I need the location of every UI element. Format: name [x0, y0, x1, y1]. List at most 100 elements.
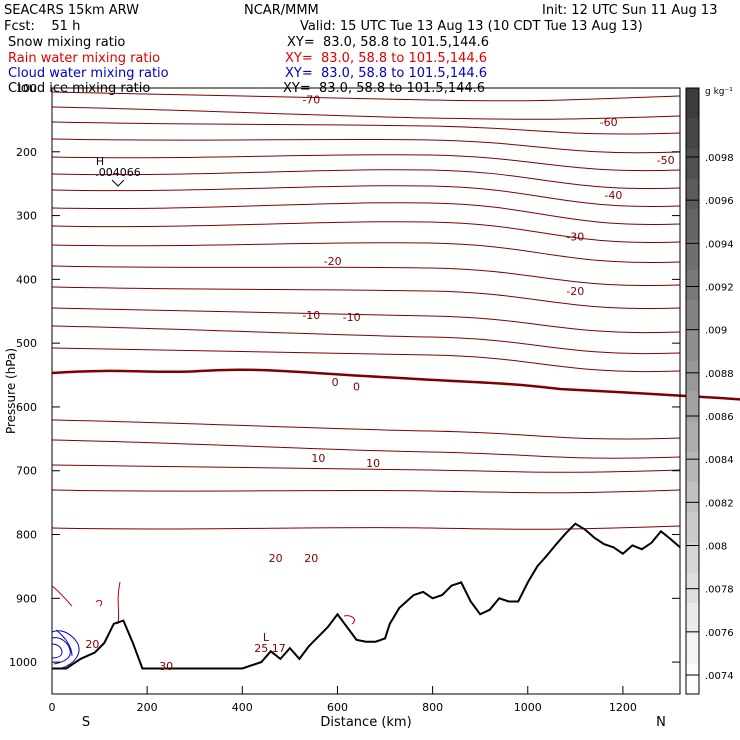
field-xy-snow: XY= 83.0, 58.8 to 101.5,144.6 — [287, 35, 490, 50]
colorbar-swatch — [686, 118, 699, 150]
isotherm-line — [51, 347, 681, 373]
colorbar: .0098 .0096 .0094 .0092 .009 .0088 .0086 .0084.… — [685, 87, 734, 695]
x-tick-label: 800 — [422, 701, 443, 714]
terrain-line — [52, 522, 681, 670]
isotherm-line — [51, 91, 681, 102]
contour-label: -10 — [302, 309, 320, 322]
y-tick-label: 300 — [16, 210, 37, 223]
y-tick-label: 600 — [16, 401, 37, 414]
x-tick-label: 1200 — [609, 701, 637, 714]
center-name: NCAR/MMM — [244, 3, 319, 18]
colorbar-swatch — [686, 88, 699, 119]
x-axis-end-label: N — [656, 715, 666, 730]
contour-label: -40 — [604, 189, 622, 202]
x-tick-label: 0 — [49, 701, 56, 714]
colorbar-swatch — [686, 330, 699, 362]
plot-frame — [51, 87, 681, 695]
colorbar-swatch — [686, 178, 699, 210]
isotherm-line — [51, 525, 681, 530]
min-marker-letter: L — [263, 631, 270, 644]
colorbar-label: .0086 — [705, 412, 734, 423]
temperature-contours — [51, 91, 681, 530]
isotherm-line — [51, 307, 681, 334]
colorbar-label: .0084 — [705, 455, 734, 466]
field-label-snow: Snow mixing ratio — [8, 35, 126, 50]
contour-label: -20 — [566, 285, 584, 298]
colorbar-label: .0078 — [705, 585, 734, 596]
isotherm-line — [51, 169, 681, 189]
colorbar-label: .0098 — [705, 153, 734, 164]
cloud-water-contours — [51, 629, 80, 669]
contour-label: -60 — [600, 116, 618, 129]
colorbar-swatch — [686, 603, 699, 634]
isotherm-line — [51, 464, 681, 473]
colorbar-swatch — [686, 421, 699, 453]
max-marker-letter: H — [96, 155, 104, 168]
x-tick-label: 1000 — [514, 701, 542, 714]
x-tick-label: 400 — [232, 701, 253, 714]
colorbar-swatch — [686, 148, 699, 180]
colorbar-swatch — [686, 209, 699, 240]
contour-label: -20 — [324, 255, 342, 268]
run-title: SEAC4RS 15km ARW — [4, 3, 140, 18]
contour-label: 10 — [311, 452, 325, 465]
colorbar-label: .009 — [705, 326, 727, 337]
field-label-rain: Rain water mixing ratio — [8, 51, 161, 66]
isotherm-line — [51, 121, 681, 135]
colorbar-swatch — [686, 512, 699, 543]
rain-water-contours — [51, 581, 355, 625]
colorbar-unit: g kg⁻¹ — [705, 87, 733, 97]
isotherm-line — [51, 202, 681, 225]
forecast-hour: Fcst: 51 h — [4, 19, 81, 34]
colorbar-label: .0074 — [705, 671, 734, 682]
field-xy-rain: XY= 83.0, 58.8 to 101.5,144.6 — [285, 51, 488, 66]
x-axis-label: Distance (km) — [320, 715, 411, 730]
terrain-surface — [52, 522, 681, 670]
contour-label: 30 — [159, 660, 173, 673]
isotherm-line — [51, 154, 681, 172]
max-marker-pointer — [111, 179, 125, 187]
x-axis-start-label: S — [82, 715, 90, 730]
max-marker: H .004066 — [95, 155, 141, 187]
y-tick-label: 400 — [16, 273, 37, 286]
isotherm-line — [51, 439, 681, 459]
isotherm-line — [51, 106, 681, 120]
x-axis: 0 200 400 600 800 1000 1200 — [49, 686, 637, 714]
min-marker-value: 25.17 — [254, 642, 286, 655]
contour-label: -70 — [302, 94, 320, 107]
y-tick-label: 1000 — [9, 656, 37, 669]
colorbar-label: .0096 — [705, 196, 734, 207]
colorbar-label: .0088 — [705, 369, 734, 380]
x-tick-label: 200 — [137, 701, 158, 714]
y-tick-label: 100 — [16, 82, 37, 95]
init-time: Init: 12 UTC Sun 11 Aug 13 — [542, 3, 718, 18]
y-tick-label: 200 — [16, 146, 37, 159]
freezing-level-contour — [51, 368, 740, 401]
colorbar-swatch — [686, 663, 699, 695]
contour-label: 10 — [366, 457, 380, 470]
isotherm-line — [51, 138, 681, 154]
colorbar-label: .0076 — [705, 628, 734, 639]
contour-label: -10 — [343, 311, 361, 324]
min-marker: L 25.17 — [254, 631, 286, 655]
colorbar-swatch — [686, 239, 699, 271]
contour-label: 20 — [269, 552, 283, 565]
y-axis-label: Pressure (hPa) — [4, 348, 18, 434]
contour-label: 20 — [85, 638, 99, 651]
colorbar-swatch — [686, 542, 699, 574]
y-tick-label: 500 — [16, 337, 37, 350]
colorbar-label: .0094 — [705, 239, 734, 250]
colorbar-swatch — [686, 300, 699, 331]
y-tick-label: 800 — [16, 529, 37, 542]
colorbar-swatch — [686, 391, 699, 422]
isotherm-line — [51, 221, 681, 243]
colorbar-swatch — [686, 481, 699, 513]
colorbar-swatch — [686, 269, 699, 301]
contour-label: -30 — [566, 231, 584, 244]
max-marker-value: .004066 — [95, 166, 141, 179]
isotherm-line — [51, 286, 681, 310]
isotherm-line — [51, 265, 681, 287]
colorbar-swatch — [686, 633, 699, 665]
